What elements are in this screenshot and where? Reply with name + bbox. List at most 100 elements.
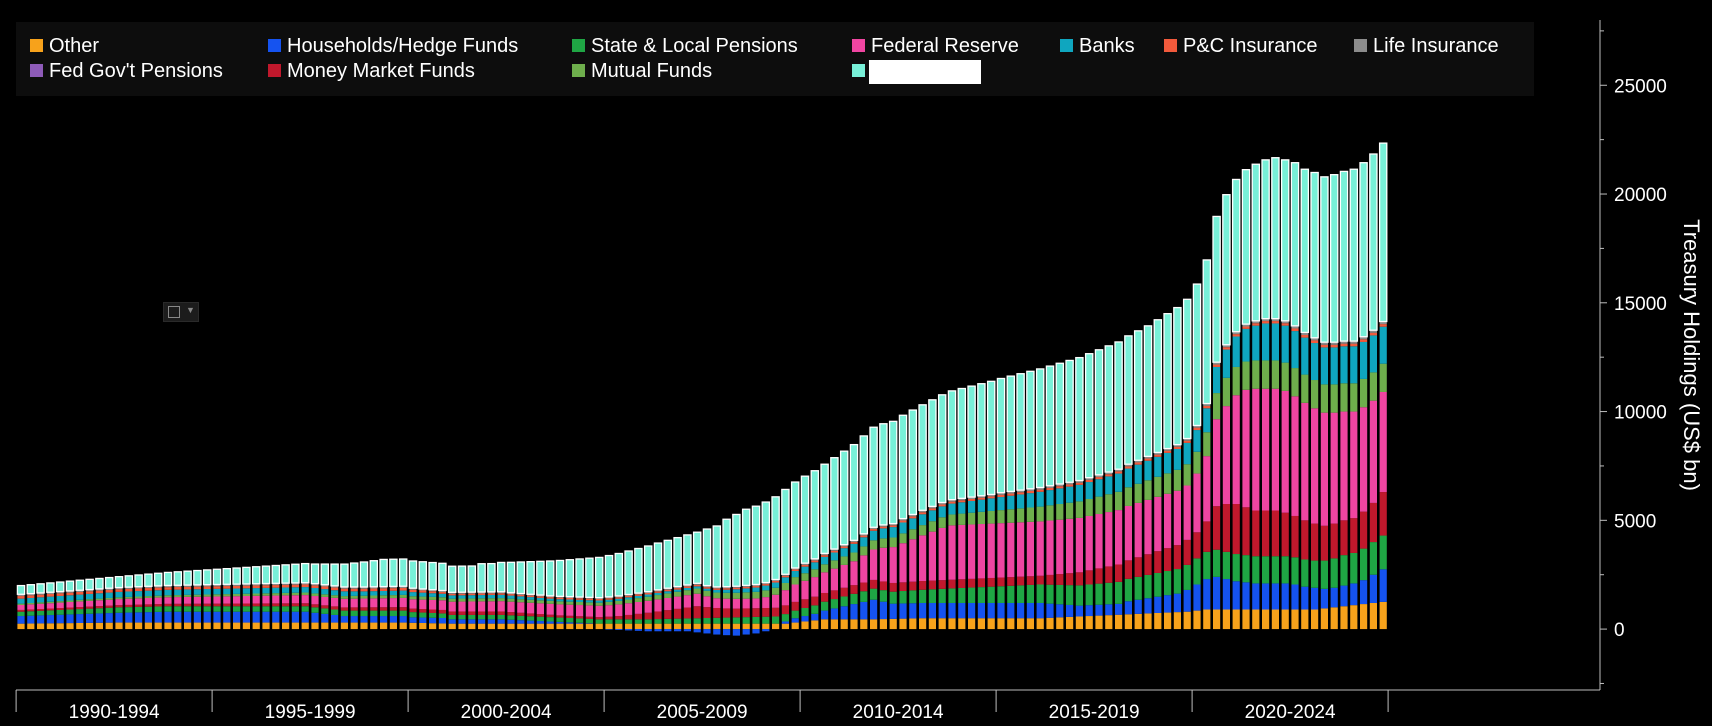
bar-segment [507, 615, 515, 620]
bar-segment [1154, 551, 1162, 573]
bar-segment [1271, 323, 1279, 361]
legend-label[interactable]: Households/Hedge Funds [287, 35, 518, 57]
legend-label[interactable]: Federal Reserve [871, 35, 1019, 57]
bar-segment [801, 607, 809, 617]
legend-label[interactable]: Banks [1079, 35, 1135, 57]
bar-segment [1164, 452, 1172, 474]
legend-label[interactable]: Mutual Funds [591, 60, 712, 82]
bar-segment [654, 629, 662, 632]
bar-segment [115, 599, 123, 606]
bar-segment [527, 613, 535, 617]
bar-segment [17, 609, 25, 612]
bar-segment [1046, 584, 1054, 604]
bar-segment [419, 596, 427, 600]
legend-label[interactable]: Other [49, 35, 99, 57]
bar-segment [76, 590, 84, 592]
bar-segment [870, 540, 878, 550]
legend-label[interactable]: Fed Gov't Pensions [49, 60, 223, 82]
bar-segment [1173, 446, 1181, 449]
bar-segment [1026, 618, 1034, 630]
bar-segment [1065, 359, 1074, 483]
bar-segment [674, 589, 682, 592]
legend-label[interactable]: Foreigners [871, 60, 967, 82]
bar-segment [105, 613, 113, 623]
bar-segment [1124, 601, 1132, 615]
bar-segment [1320, 525, 1328, 561]
bar-segment [1056, 617, 1064, 630]
bar-segment [233, 585, 241, 589]
legend-label[interactable]: P&C Insurance [1183, 35, 1318, 57]
bar-segment [487, 619, 495, 624]
bar-segment [1251, 163, 1261, 322]
bar-segment [732, 617, 740, 624]
bar-segment [419, 617, 427, 623]
bar-segment [723, 617, 731, 624]
bar-segment [350, 586, 358, 589]
bar-segment [713, 617, 721, 624]
bar-segment [1183, 564, 1191, 590]
bar-segment [193, 603, 201, 607]
chart-icon [168, 306, 180, 318]
bar-segment [1026, 493, 1034, 508]
bar-segment [291, 622, 299, 630]
bar-segment [870, 579, 878, 589]
bar-segment [889, 525, 897, 528]
bar-segment [703, 585, 711, 588]
bar-segment [1105, 476, 1113, 495]
bar-segment [27, 615, 35, 624]
bar-segment [615, 604, 623, 617]
bar-segment [340, 591, 348, 597]
bar-segment [37, 623, 45, 630]
bar-segment [1007, 585, 1015, 603]
bar-segment [115, 607, 123, 613]
bar-segment [644, 596, 652, 601]
bar-segment [1183, 442, 1191, 465]
bar-segment [1124, 468, 1132, 488]
bar-segment [27, 597, 35, 604]
bar-segment [1241, 169, 1251, 325]
bar-segment [1369, 574, 1377, 603]
bar-segment [1144, 460, 1152, 481]
bar-segment [360, 595, 368, 599]
legend-label[interactable]: Life Insurance [1373, 35, 1499, 57]
bar-segment [811, 620, 819, 630]
legend-swatch [30, 64, 43, 77]
bar-segment [1271, 157, 1280, 320]
chart-type-widget[interactable]: ▼ [163, 302, 199, 322]
bar-segment [223, 588, 231, 595]
bar-segment [1105, 474, 1113, 477]
bar-segment [478, 614, 486, 620]
legend-label[interactable]: State & Local Pensions [591, 35, 798, 57]
bar-segment [17, 623, 25, 630]
bar-segment [1301, 586, 1309, 610]
bar-segment [409, 589, 417, 593]
bar-segment [360, 591, 368, 596]
bar-segment [46, 608, 54, 611]
bar-segment [1173, 593, 1181, 613]
bar-segment [527, 599, 535, 603]
bar-segment [1016, 373, 1025, 491]
bar-segment [615, 616, 623, 620]
bar-segment [1115, 491, 1123, 511]
bar-segment [615, 623, 623, 630]
bar-segment [379, 558, 388, 588]
bar-segment [840, 564, 848, 588]
bar-segment [958, 498, 966, 501]
bar-segment [1349, 168, 1359, 342]
bar-segment [1369, 335, 1377, 373]
bar-segment [389, 588, 397, 591]
bar-segment [938, 527, 946, 581]
bar-segment [860, 619, 868, 630]
bar-segment [46, 623, 54, 630]
bar-segment [272, 583, 280, 586]
legend-swatch [268, 64, 281, 77]
bar-segment [585, 616, 593, 619]
legend-label[interactable]: Money Market Funds [287, 60, 475, 82]
bar-segment [644, 591, 652, 593]
bar-segment [272, 585, 280, 588]
bar-segment [723, 629, 731, 636]
bar-segment [233, 611, 241, 623]
x-tick-label: 2010-2014 [853, 702, 944, 723]
bar-segment [468, 595, 476, 599]
bar-segment [634, 595, 642, 599]
